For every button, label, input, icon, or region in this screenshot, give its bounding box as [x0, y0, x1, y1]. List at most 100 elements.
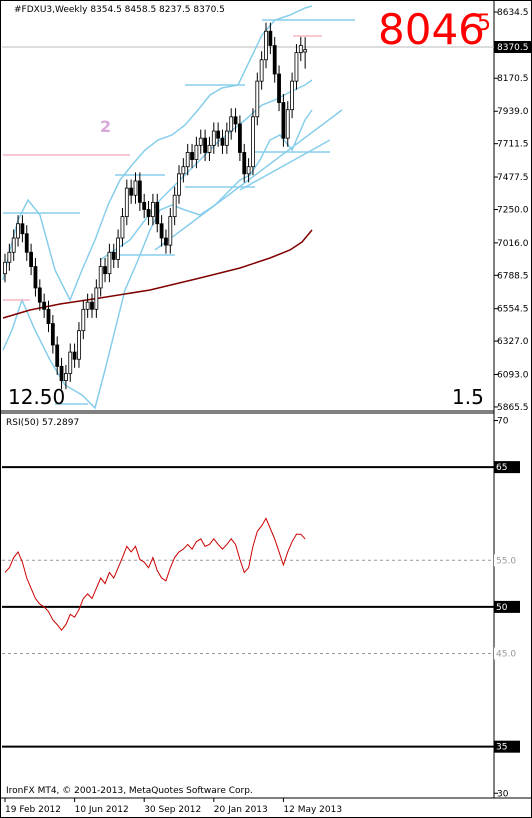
moving-average — [2, 229, 313, 319]
candle-body — [33, 266, 38, 289]
candle-body — [233, 116, 238, 125]
signal-value: 8046 — [378, 5, 485, 54]
y-tick-label: 65 — [496, 463, 507, 473]
candle-body — [150, 201, 155, 218]
right-label: 1.5 — [452, 385, 484, 409]
candle-body — [172, 194, 177, 218]
candle-body — [181, 166, 186, 175]
y-tick-label: 7250.0 — [497, 205, 529, 215]
candle-body — [29, 251, 34, 267]
candle-body — [20, 223, 25, 235]
signal-decimal: 5 — [477, 11, 491, 36]
y-tick-label: 6093.0 — [497, 370, 529, 380]
candle-body — [124, 187, 129, 218]
candle-body — [85, 301, 90, 310]
candle-body — [72, 351, 77, 360]
y-tick-label: 6554.5 — [497, 305, 529, 315]
candle-body — [220, 137, 225, 146]
level-tag — [494, 461, 520, 474]
candle-body — [259, 59, 264, 82]
candle-body — [90, 301, 94, 310]
candle-body — [55, 344, 60, 367]
candle-body — [203, 137, 208, 153]
y-tick-label: 7477.5 — [497, 173, 529, 183]
candle-body — [290, 80, 295, 111]
candle-body — [133, 180, 138, 196]
candle-body — [303, 49, 308, 53]
lower-band — [2, 109, 313, 410]
candle-body — [146, 209, 151, 218]
candle-body — [77, 330, 81, 360]
y-tick-label: 8634.5 — [497, 8, 529, 18]
candle-body — [42, 301, 47, 310]
y-tick-label: 6788.5 — [497, 271, 529, 281]
candle-body — [298, 45, 303, 54]
candle-body — [229, 116, 234, 132]
candle-body — [50, 323, 55, 346]
candle-body — [159, 223, 164, 239]
candle-body — [59, 365, 64, 382]
candle-body — [46, 308, 51, 324]
candle-body — [120, 216, 125, 239]
candle-body — [111, 251, 116, 260]
candle-body — [68, 351, 73, 374]
x-tick-label: 20 Jan 2013 — [214, 805, 268, 815]
level-tag — [494, 740, 520, 753]
y-tick-label: 35 — [496, 743, 507, 753]
current-price: 8370.5 — [497, 43, 529, 53]
x-tick-label: 10 Jun 2012 — [75, 805, 129, 815]
candle-body — [7, 251, 12, 263]
y-tick-label: 5865.5 — [497, 403, 529, 413]
candle-body — [94, 287, 99, 310]
candle-body — [137, 180, 142, 203]
candle-body — [24, 233, 29, 253]
candle-body — [281, 102, 286, 139]
candle-body — [37, 287, 42, 303]
candle-body — [64, 373, 68, 382]
candle-body — [11, 237, 16, 253]
y-tick-label: 55.0 — [496, 556, 516, 566]
y-tick-label: 7711.5 — [497, 140, 529, 150]
candle-body — [251, 116, 255, 168]
footer: IronFX MT4, © 2001-2013, MetaQuotes Soft… — [6, 786, 253, 796]
level-tag — [494, 600, 520, 613]
candle-body — [198, 137, 203, 146]
candle-body — [81, 308, 86, 332]
candle-body — [268, 30, 273, 46]
candle-body — [103, 266, 107, 275]
candle-body — [168, 216, 173, 246]
x-tick-label: 12 May 2013 — [283, 805, 342, 815]
candle-body — [107, 251, 112, 275]
candle-body — [3, 261, 7, 275]
candle-body — [237, 123, 242, 153]
candle-body — [194, 144, 199, 160]
candle-body — [242, 152, 247, 175]
y-tick-label: 8170.5 — [497, 74, 529, 84]
x-tick-label: 30 Sep 2012 — [144, 805, 201, 815]
candle-body — [264, 30, 268, 61]
candle-body — [277, 73, 281, 103]
candle-body — [190, 152, 194, 160]
candle-body — [207, 144, 212, 153]
candle-body — [246, 166, 251, 175]
y-tick-label: 30 — [497, 789, 509, 799]
y-tick-label: 45.0 — [496, 649, 516, 659]
rsi-line — [4, 517, 306, 632]
candle-body — [155, 201, 160, 225]
candle-body — [16, 223, 20, 239]
y-tick-label: 7016.0 — [497, 239, 529, 249]
candle-body — [211, 130, 216, 146]
candle-body — [142, 201, 147, 210]
upper-band — [2, 5, 313, 302]
y-tick-label: 70 — [497, 417, 509, 427]
left-label: 12.50 — [8, 385, 65, 409]
candle-body — [164, 237, 168, 246]
y-tick-label: 6327.0 — [497, 337, 529, 347]
candle-body — [129, 187, 134, 196]
candle-body — [185, 152, 190, 168]
candle-body — [98, 266, 103, 289]
candle-body — [224, 130, 229, 146]
x-tick-label: 19 Feb 2012 — [5, 805, 61, 815]
